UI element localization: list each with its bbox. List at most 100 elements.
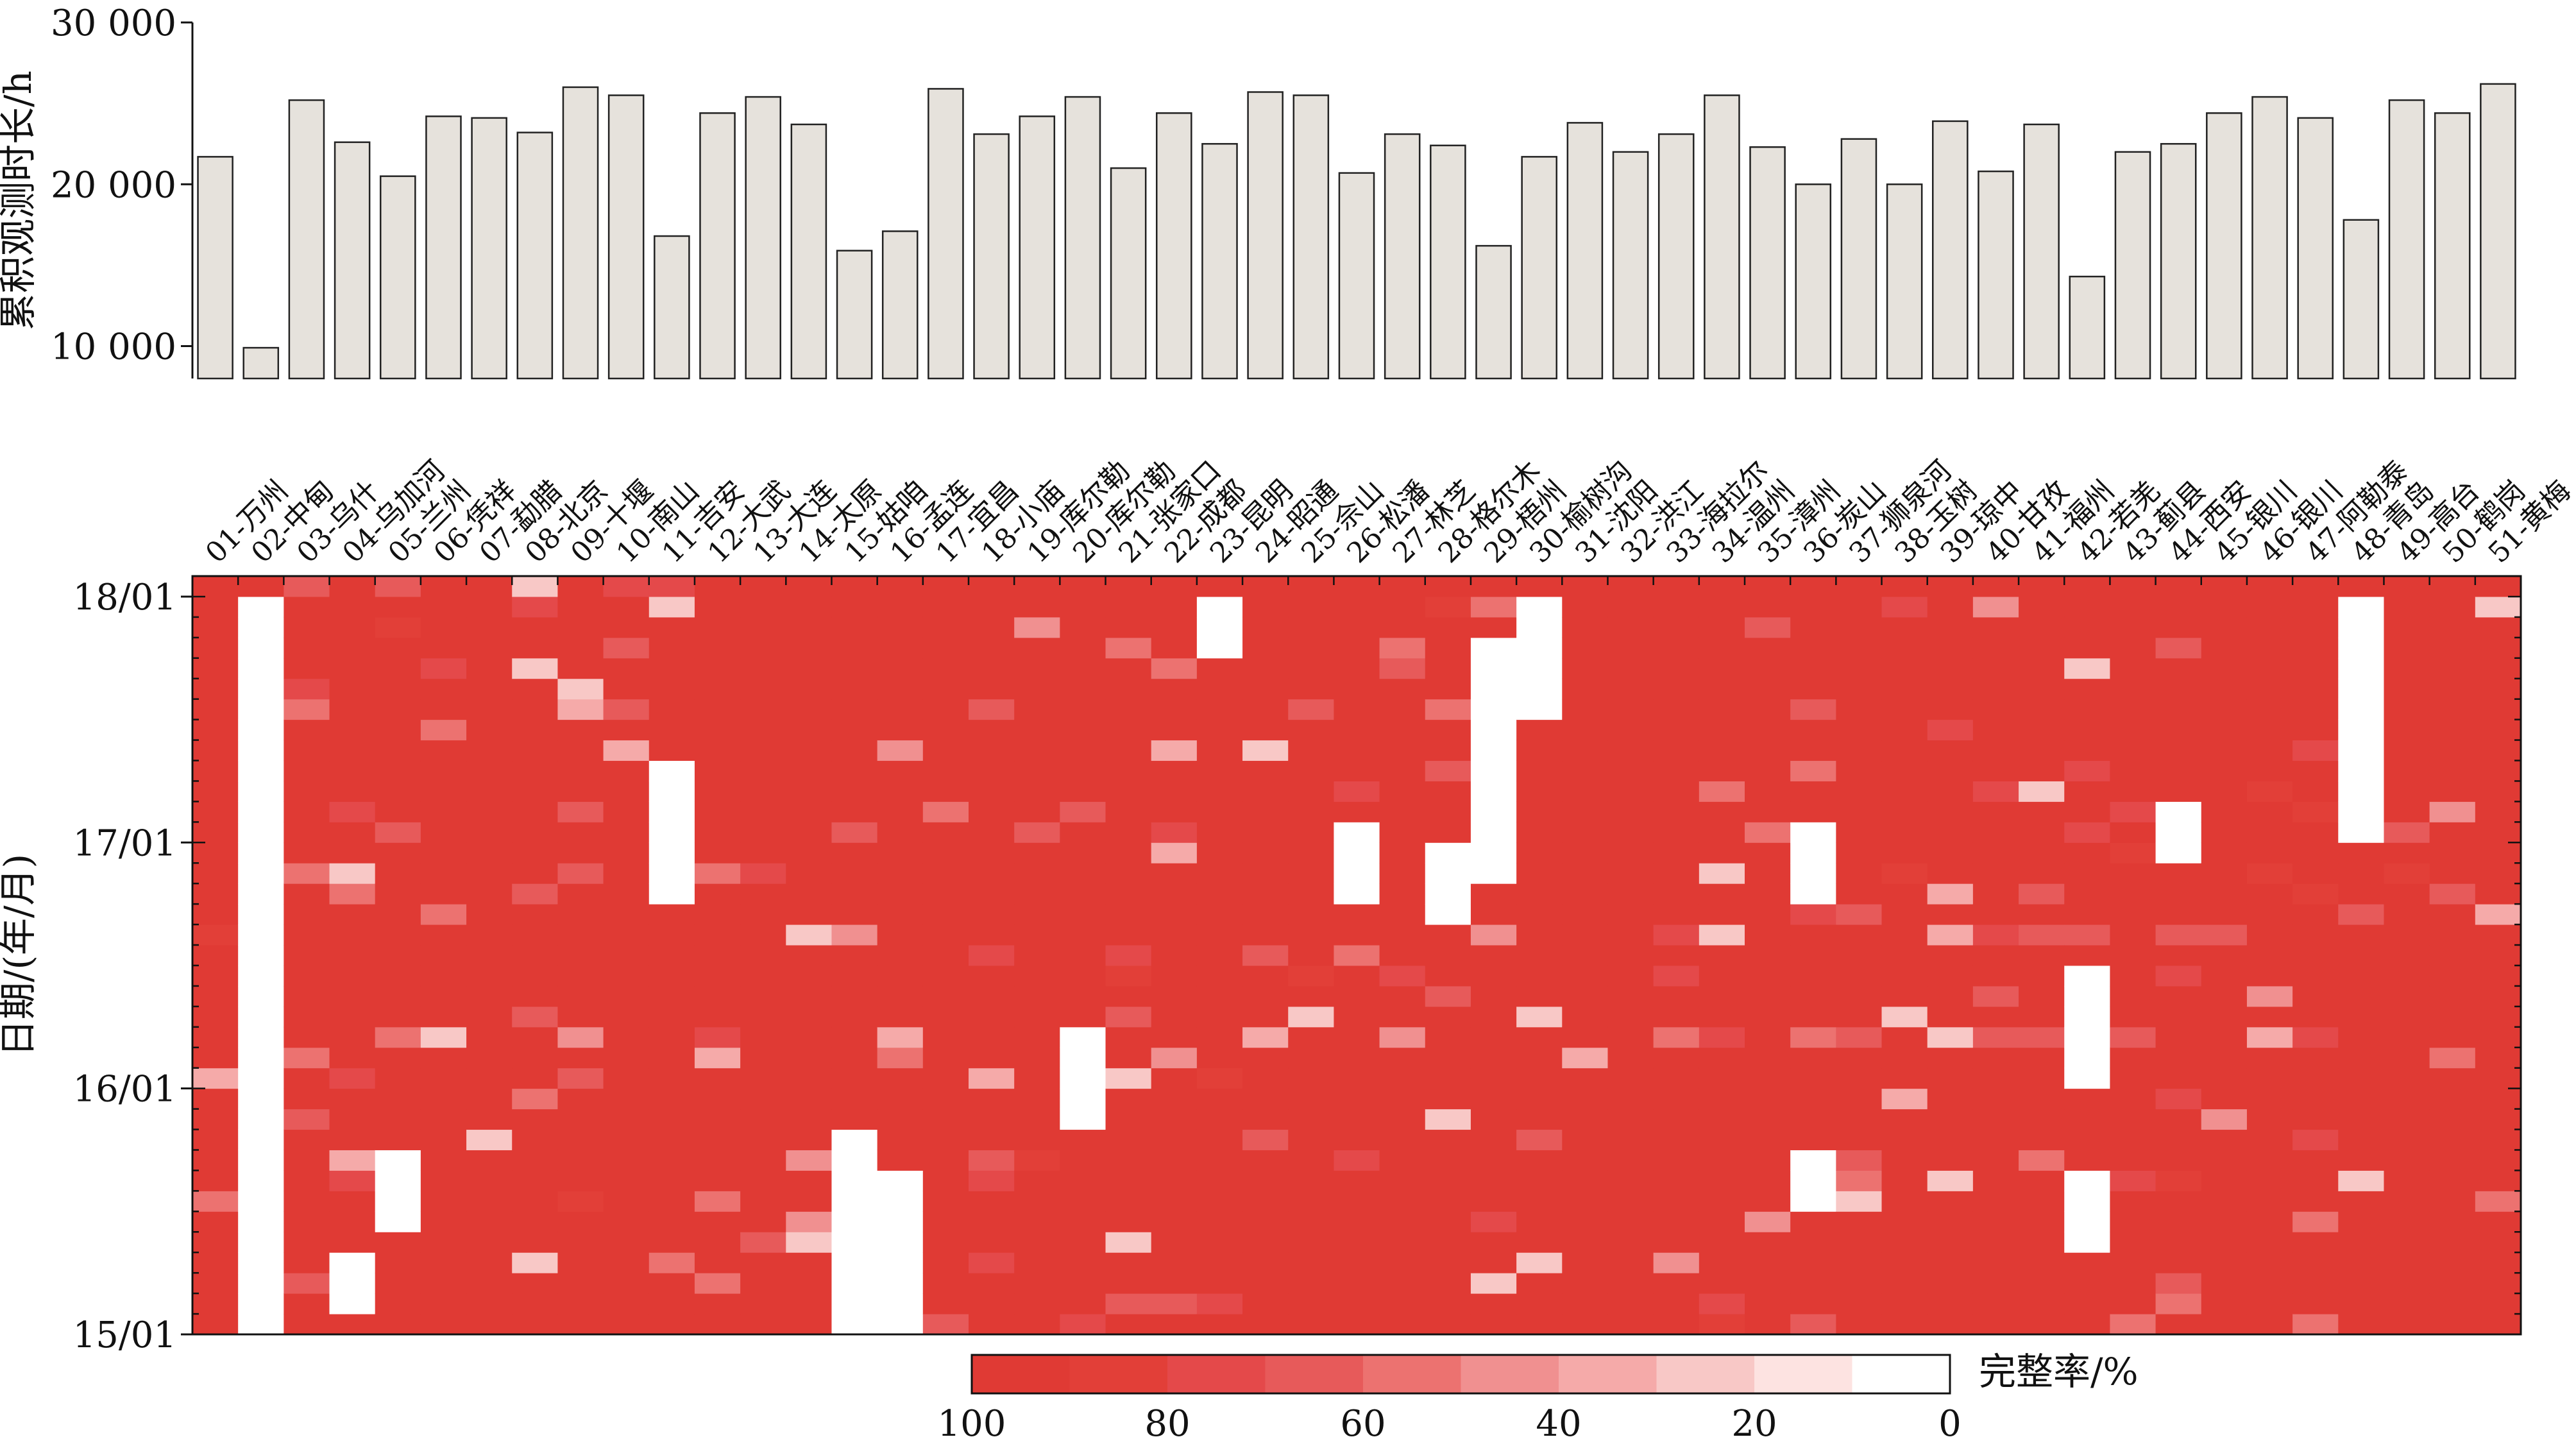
heat-cell (557, 1088, 604, 1110)
heat-cell (786, 1232, 832, 1253)
heat-cell (2064, 1150, 2110, 1171)
heat-cell (1151, 822, 1198, 843)
heat-cell (1699, 740, 1745, 761)
heat-cell (2064, 596, 2110, 618)
heat-cell (1288, 576, 1334, 597)
heat-cell (375, 1314, 421, 1335)
heat-cell (969, 842, 1015, 863)
heat-cell (1425, 1170, 1471, 1191)
heat-cell (1516, 760, 1563, 781)
heat-cell (1425, 863, 1471, 884)
heat-cell (192, 1109, 239, 1130)
heat-cell (1105, 699, 1152, 720)
heat-cell (603, 1273, 650, 1294)
heat-cell (284, 596, 330, 618)
heat-cell (2246, 1067, 2293, 1089)
heat-cell (922, 1006, 969, 1028)
heat-cell (2201, 1273, 2248, 1294)
heat-cell (786, 1252, 832, 1273)
heat-cell (1196, 1293, 1243, 1314)
heat-cell (1607, 904, 1654, 925)
heat-cell (1242, 740, 1289, 761)
heat-cell (2338, 842, 2384, 863)
heat-cell (2338, 1006, 2384, 1028)
heat-cell (2064, 945, 2110, 966)
heat-cell (1607, 1129, 1654, 1150)
heat-cell (1470, 760, 1517, 781)
heat-cell (1334, 1047, 1380, 1069)
heat-y-tick-label: 17/01 (73, 822, 176, 864)
heat-cell (2384, 1129, 2430, 1150)
heat-cell (420, 1109, 467, 1130)
heat-cell (2246, 781, 2293, 802)
heat-cell (2201, 699, 2248, 720)
heat-cell (786, 719, 832, 741)
heat-cell (786, 617, 832, 638)
heat-cell (969, 658, 1015, 679)
heat-cell (420, 1211, 467, 1232)
heat-cell (1151, 719, 1198, 741)
heat-cell (1196, 883, 1243, 905)
heat-cell (2155, 1088, 2202, 1110)
heat-cell (284, 1170, 330, 1191)
colorbar-tick-label: 60 (1340, 1403, 1385, 1445)
heat-cell (1425, 1047, 1471, 1069)
heat-cell (2064, 1211, 2110, 1232)
heat-cell (2246, 576, 2293, 597)
heat-cell (238, 1067, 284, 1089)
heat-cell (1607, 801, 1654, 822)
heat-cell (922, 596, 969, 618)
heat-cell (922, 781, 969, 802)
heat-cell (466, 945, 513, 966)
heat-cell (1836, 678, 1883, 700)
heat-cell (329, 822, 376, 843)
heat-cell (1881, 924, 1928, 946)
heat-cell (1288, 822, 1334, 843)
heat-cell (238, 678, 284, 700)
heat-cell (1470, 781, 1517, 802)
heat-cell (1014, 637, 1060, 659)
heat-cell (1151, 678, 1198, 700)
heat-cell (1196, 617, 1243, 638)
heat-cell (603, 658, 650, 679)
heat-cell (2019, 678, 2065, 700)
heat-cell (1151, 1129, 1198, 1150)
bar-28-格尔木 (1430, 144, 1466, 380)
heat-cell (1790, 781, 1836, 802)
heat-cell (2384, 637, 2430, 659)
heat-cell (1927, 678, 1974, 700)
heat-cell (648, 924, 695, 946)
heat-cell (1881, 1067, 1928, 1089)
heat-cell (420, 1088, 467, 1110)
heat-cell (2155, 1026, 2202, 1048)
heat-cell (2019, 740, 2065, 761)
heat-cell (2110, 740, 2157, 761)
heat-cell (877, 945, 924, 966)
heat-cell (192, 945, 239, 966)
heat-cell (922, 1252, 969, 1273)
heat-cell (1836, 637, 1883, 659)
heat-cell (877, 637, 924, 659)
heat-cell (1881, 1150, 1928, 1171)
heat-cell (831, 1006, 878, 1028)
bar-23-昆明 (1201, 142, 1238, 380)
heat-cell (1105, 883, 1152, 905)
heat-cell (2292, 985, 2339, 1007)
heat-cell (1288, 699, 1334, 720)
heat-cell (1014, 658, 1060, 679)
heat-cell (740, 617, 786, 638)
heat-cell (1425, 924, 1471, 946)
heat-cell (420, 576, 467, 597)
heat-cell (1242, 842, 1289, 863)
heat-cell (2384, 1088, 2430, 1110)
heat-cell (420, 863, 467, 884)
heat-cell (2429, 904, 2476, 925)
heat-cell (2475, 658, 2521, 679)
heat-cell (877, 617, 924, 638)
heat-cell (2019, 904, 2065, 925)
heat-cell (512, 1211, 558, 1232)
heat-cell (1653, 1067, 1700, 1089)
heat-cell (2292, 760, 2339, 781)
heat-cell (1653, 1006, 1700, 1028)
heat-cell (512, 1150, 558, 1171)
